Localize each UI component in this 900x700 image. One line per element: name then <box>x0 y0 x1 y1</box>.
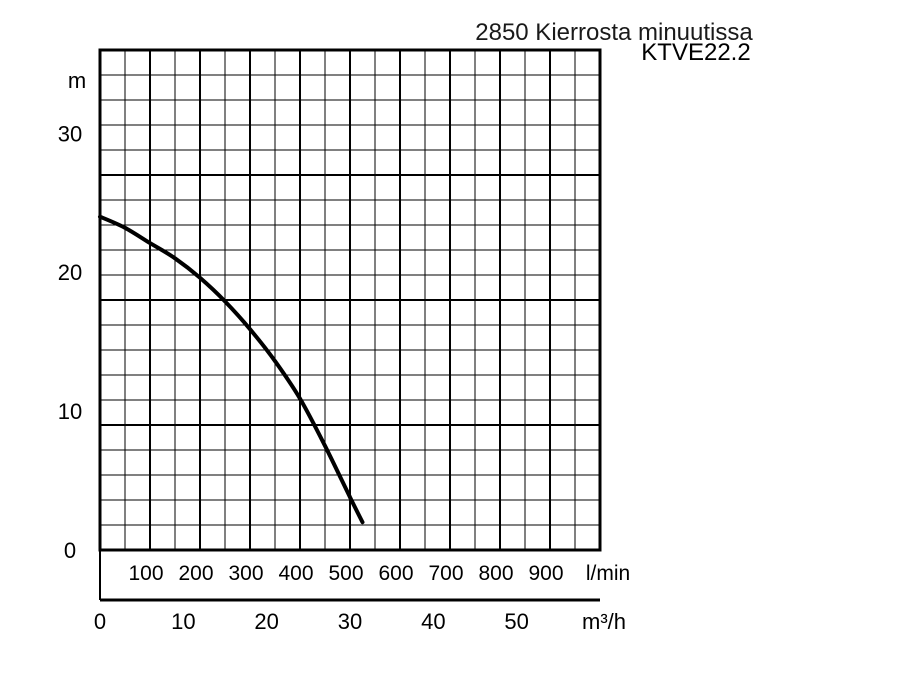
chart-grid <box>99 49 601 551</box>
x-tick-label-m3h: 10 <box>171 609 195 634</box>
y-tick-label: 20 <box>58 260 82 285</box>
x-tick-labels-lmin: 100 200 300 400 500 600 700 800 900 <box>128 562 563 585</box>
y-tick-label: 10 <box>58 399 82 424</box>
chart-axes <box>98 48 602 602</box>
plot-frame <box>98 48 602 552</box>
x-tick-label-lmin: 400 <box>278 562 313 585</box>
y-tick-labels: 0 10 20 30 <box>58 121 82 563</box>
y-tick-label: 30 <box>58 121 82 146</box>
x-tick-label-lmin: 800 <box>478 562 513 585</box>
x-tick-label-m3h: 0 <box>94 609 106 634</box>
x-tick-label-lmin: 200 <box>178 562 213 585</box>
chart-series <box>98 214 365 525</box>
pump-curve-line <box>98 214 365 525</box>
x-unit-label-lmin: l/min <box>586 562 630 585</box>
y-axis-label: m <box>68 68 86 93</box>
x-tick-labels-m3h: 0 10 20 30 40 50 <box>94 609 529 634</box>
x-tick-label-m3h: 50 <box>504 609 528 634</box>
x-tick-label-m3h: 40 <box>421 609 445 634</box>
y-tick-label: 0 <box>64 538 76 563</box>
x-tick-label-lmin: 700 <box>428 562 463 585</box>
x-tick-label-lmin: 500 <box>328 562 363 585</box>
x-axis-label-m3h: m³/h <box>582 609 626 634</box>
x-tick-label-lmin: 100 <box>128 562 163 585</box>
chart-title: 2850 Kierrosta minuutissa <box>475 19 753 46</box>
x-tick-label-lmin: 600 <box>378 562 413 585</box>
x-tick-label-lmin: 300 <box>228 562 263 585</box>
x-tick-label-m3h: 20 <box>254 609 278 634</box>
x-tick-label-m3h: 30 <box>338 609 362 634</box>
x-tick-label-lmin: 900 <box>528 562 563 585</box>
model-label: KTVE22.2 <box>641 39 750 66</box>
